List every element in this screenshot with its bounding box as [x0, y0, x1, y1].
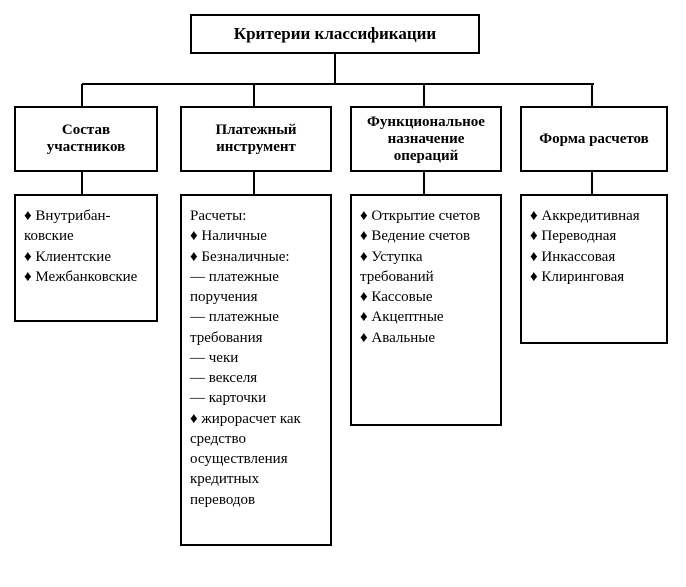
branch-title-2: Функциональ­ное назначение операций: [350, 106, 502, 172]
branch-content-0: ♦ Внутрибан­ковские♦ Клиентские♦ Межбанк…: [14, 194, 158, 322]
connector-vertical: [591, 84, 593, 106]
content-line: ♦ Уступка требований: [360, 247, 492, 288]
content-line: ♦ Ведение счетов: [360, 226, 492, 246]
content-line: ♦ Инкассовая: [530, 247, 658, 267]
connector-vertical: [334, 54, 336, 84]
connector-vertical: [423, 84, 425, 106]
connector-horizontal: [82, 83, 594, 85]
branch-label: Функциональ­ное назначение операций: [358, 114, 494, 165]
content-line: ♦ Переводная: [530, 226, 658, 246]
connector-vertical: [253, 172, 255, 194]
content-line: ♦ Кассовые: [360, 287, 492, 307]
branch-content-3: ♦ Аккредитив­ная♦ Переводная♦ Инкассовая…: [520, 194, 668, 344]
connector-vertical: [81, 84, 83, 106]
content-line: ♦ Безналичные:: [190, 247, 322, 267]
branch-title-0: Состав участников: [14, 106, 158, 172]
branch-content-2: ♦ Открытие счетов♦ Ведение счетов♦ Уступ…: [350, 194, 502, 426]
content-line: ♦ Открытие счетов: [360, 206, 492, 226]
branch-label: Платежный инструмент: [188, 122, 324, 156]
branch-title-3: Форма расчетов: [520, 106, 668, 172]
branch-content-1: Расчеты:♦ Наличные♦ Безналичные:— платеж…: [180, 194, 332, 546]
content-line: ♦ Клиринговая: [530, 267, 658, 287]
content-line: — карточки: [190, 388, 322, 408]
content-line: ♦ Авальные: [360, 328, 492, 348]
connector-vertical: [81, 172, 83, 194]
content-line: — платежные требования: [190, 307, 322, 348]
content-line: ♦ Аккредитив­ная: [530, 206, 658, 226]
connector-vertical: [423, 172, 425, 194]
connector-vertical: [253, 84, 255, 106]
content-line: ♦ Акцептные: [360, 307, 492, 327]
content-line: — векселя: [190, 368, 322, 388]
content-line: ♦ Наличные: [190, 226, 322, 246]
content-line: — платежные поручения: [190, 267, 322, 308]
root-node: Критерии классификации: [190, 14, 480, 54]
content-line: ♦ Клиентские: [24, 247, 148, 267]
root-label: Критерии классификации: [234, 24, 436, 44]
content-line: Расчеты:: [190, 206, 322, 226]
content-line: — чеки: [190, 348, 322, 368]
branch-label: Состав участников: [22, 122, 150, 156]
connector-vertical: [591, 172, 593, 194]
content-line: ♦ Внутрибан­ковские: [24, 206, 148, 247]
branch-label: Форма расчетов: [539, 131, 649, 148]
content-line: ♦ Межбанков­ские: [24, 267, 148, 287]
branch-title-1: Платежный инструмент: [180, 106, 332, 172]
content-line: ♦ жирорасчет как средство осуществления …: [190, 409, 322, 510]
